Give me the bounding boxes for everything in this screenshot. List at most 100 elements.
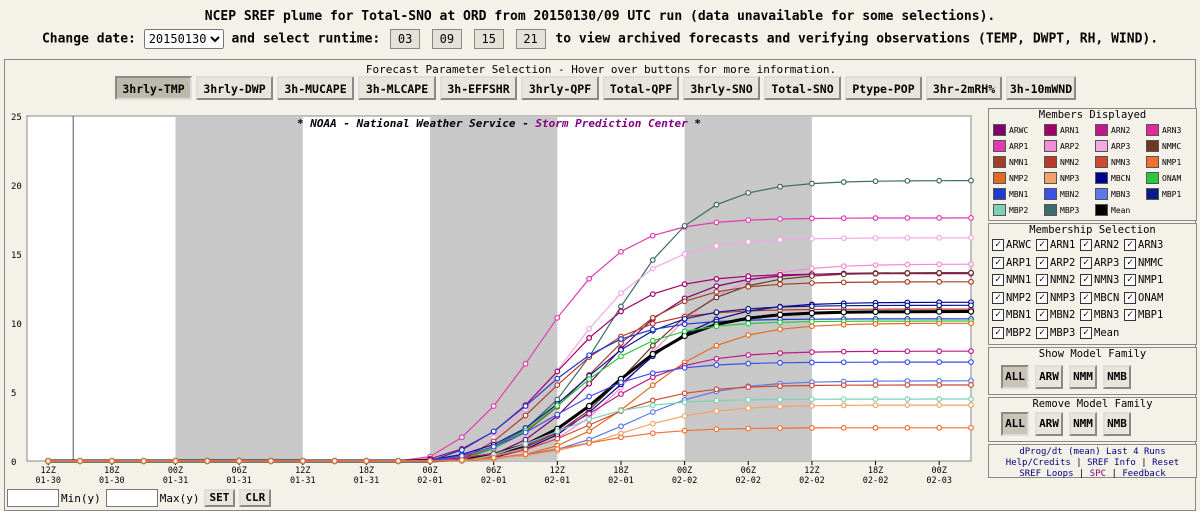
checkbox-check-icon[interactable]: ✓: [1036, 326, 1048, 339]
clr-button[interactable]: CLR: [239, 489, 272, 507]
param-button-3h-effshr[interactable]: 3h-EFFSHR: [440, 76, 517, 100]
legend-item-arp3: ARP3: [1095, 140, 1130, 152]
series-point-nmp1: [331, 458, 338, 464]
dprog-link[interactable]: dProg/dt (mean) Last 4 Runs: [1019, 447, 1166, 457]
member-checkbox-arwc[interactable]: ✓ ARWC: [992, 239, 1031, 251]
param-button-ptype-pop[interactable]: Ptype-POP: [845, 76, 922, 100]
sref-loops-link[interactable]: SREF Loops: [1019, 469, 1074, 479]
checkbox-check-icon[interactable]: ✓: [1080, 309, 1092, 321]
series-point-arp3: [618, 290, 624, 297]
checkbox-check-icon[interactable]: ✓: [1036, 256, 1048, 269]
reset-link[interactable]: Reset: [1152, 458, 1180, 468]
param-button-3hr-2mrh-[interactable]: 3hr-2mRH%: [926, 76, 1002, 100]
checkbox-check-icon[interactable]: ✓: [992, 326, 1004, 339]
param-button-3h-10mwnd[interactable]: 3h-10mWND: [1006, 76, 1076, 100]
show-family-nmm-button[interactable]: NMM: [1069, 365, 1097, 389]
show-family-all-button[interactable]: ALL: [1001, 365, 1029, 389]
remove-family-nmb-button[interactable]: NMB: [1103, 412, 1131, 436]
member-checkbox-nmn2[interactable]: ✓ NMN2: [1036, 274, 1075, 286]
checkbox-check-icon[interactable]: ✓: [1036, 239, 1048, 251]
help-credits-link[interactable]: Help/Credits: [1005, 458, 1071, 468]
param-button-3hrly-dwp[interactable]: 3hrly-DWP: [196, 76, 273, 100]
param-button-total-qpf[interactable]: Total-QPF: [603, 76, 679, 100]
series-point-arp3: [968, 234, 974, 241]
member-checkbox-nmn1[interactable]: ✓ NMN1: [992, 274, 1031, 286]
date-select[interactable]: 20150130: [143, 29, 224, 49]
series-point-mean: [776, 311, 784, 319]
show-family-nmb-button[interactable]: NMB: [1103, 365, 1131, 389]
checkbox-check-icon[interactable]: ✓: [992, 239, 1004, 251]
checkbox-check-icon[interactable]: ✓: [1036, 274, 1048, 286]
member-checkbox-mbp3[interactable]: ✓ MBP3: [1036, 326, 1075, 339]
runtime-button-09[interactable]: 09: [431, 29, 462, 49]
param-button-3hrly-tmp[interactable]: 3hrly-TMP: [115, 76, 192, 100]
member-checkbox-arp3[interactable]: ✓ ARP3: [1080, 256, 1119, 269]
checkbox-check-icon[interactable]: ✓: [1080, 239, 1092, 251]
runtime-button-21[interactable]: 21: [515, 29, 546, 49]
member-checkbox-onam[interactable]: ✓ ONAM: [1124, 291, 1163, 304]
member-checkbox-arp2[interactable]: ✓ ARP2: [1036, 256, 1075, 269]
member-checkbox-mbn3[interactable]: ✓ MBN3: [1080, 309, 1119, 321]
member-checkbox-mbn2[interactable]: ✓ MBN2: [1036, 309, 1075, 321]
checkbox-check-icon[interactable]: ✓: [1080, 326, 1092, 339]
x-tick-label-time: 18Z: [613, 466, 628, 476]
checkbox-check-icon[interactable]: ✓: [1124, 274, 1136, 286]
param-button-total-sno[interactable]: Total-SNO: [764, 76, 841, 100]
member-checkbox-nmn3[interactable]: ✓ NMN3: [1080, 274, 1119, 286]
member-checkbox-mbp1[interactable]: ✓ MBP1: [1124, 309, 1163, 321]
runtime-button-03[interactable]: 03: [390, 29, 421, 49]
member-checkbox-nmp1[interactable]: ✓ NMP1: [1124, 274, 1163, 286]
remove-family-arw-button[interactable]: ARW: [1035, 412, 1063, 436]
remove-family-all-button[interactable]: ALL: [1001, 412, 1029, 436]
param-button-3h-mucape[interactable]: 3h-MUCAPE: [277, 76, 354, 100]
param-button-3h-mlcape[interactable]: 3h-MLCAPE: [358, 76, 436, 100]
member-checkbox-mbcn[interactable]: ✓ MBCN: [1080, 291, 1119, 304]
spc-link[interactable]: SPC: [1089, 469, 1107, 479]
param-button-3hrly-sno[interactable]: 3hrly-SNO: [683, 76, 760, 100]
checkbox-label: NMP3: [1050, 291, 1076, 304]
checkbox-check-icon[interactable]: ✓: [1036, 291, 1048, 304]
member-checkbox-arn3[interactable]: ✓ ARN3: [1124, 239, 1163, 251]
min-y-input[interactable]: [7, 489, 59, 507]
member-checkbox-mbp2[interactable]: ✓ MBP2: [992, 326, 1031, 339]
member-checkbox-nmmc[interactable]: ✓ NMMC: [1124, 256, 1163, 269]
series-point-nmmc: [840, 271, 847, 278]
series-point-mbp2: [554, 428, 561, 435]
checkbox-check-icon[interactable]: ✓: [1080, 291, 1092, 304]
checkbox-check-icon[interactable]: ✓: [1080, 256, 1092, 269]
checkbox-check-icon[interactable]: ✓: [992, 309, 1004, 321]
set-button[interactable]: SET: [203, 489, 236, 507]
series-point-nmn3: [586, 422, 593, 428]
checkbox-check-icon[interactable]: ✓: [1124, 309, 1136, 321]
feedback-link[interactable]: Feedback: [1122, 469, 1166, 479]
checkbox-check-icon[interactable]: ✓: [1036, 309, 1048, 321]
checkbox-check-icon[interactable]: ✓: [1124, 256, 1136, 269]
member-checkbox-arp1[interactable]: ✓ ARP1: [992, 256, 1031, 269]
checkbox-check-icon[interactable]: ✓: [1124, 239, 1136, 251]
sref-info-link[interactable]: SREF Info: [1087, 458, 1136, 468]
series-point-mbp1: [872, 302, 879, 309]
member-checkbox-nmp3[interactable]: ✓ NMP3: [1036, 291, 1076, 304]
member-checkbox-mean[interactable]: ✓ Mean: [1080, 326, 1119, 339]
checkbox-check-icon[interactable]: ✓: [992, 291, 1004, 304]
remove-family-nmm-button[interactable]: NMM: [1069, 412, 1097, 436]
checkbox-check-icon[interactable]: ✓: [992, 274, 1004, 286]
info-panel: dProg/dt (mean) Last 4 Runs Help/Credits…: [988, 444, 1197, 479]
member-checkbox-nmp2[interactable]: ✓ NMP2: [992, 291, 1031, 304]
checkbox-check-icon[interactable]: ✓: [1080, 274, 1092, 286]
max-y-input[interactable]: [105, 489, 158, 507]
series-point-arp1: [649, 232, 656, 239]
series-point-nmp1: [554, 446, 561, 452]
checkbox-check-icon[interactable]: ✓: [992, 256, 1004, 269]
series-point-nmp1: [904, 424, 911, 431]
series-point-mbp3: [745, 189, 752, 196]
show-family-arw-button[interactable]: ARW: [1035, 365, 1063, 389]
runtime-button-15[interactable]: 15: [473, 29, 504, 49]
param-button-3hrly-qpf[interactable]: 3hrly-QPF: [521, 76, 599, 100]
member-checkbox-arn2[interactable]: ✓ ARN2: [1080, 239, 1119, 251]
max-y-label: Max(y): [159, 491, 200, 505]
legend-label: NMN3: [1111, 157, 1131, 167]
checkbox-check-icon[interactable]: ✓: [1124, 291, 1136, 304]
member-checkbox-mbn1[interactable]: ✓ MBN1: [992, 309, 1031, 321]
member-checkbox-arn1[interactable]: ✓ ARN1: [1036, 239, 1075, 251]
